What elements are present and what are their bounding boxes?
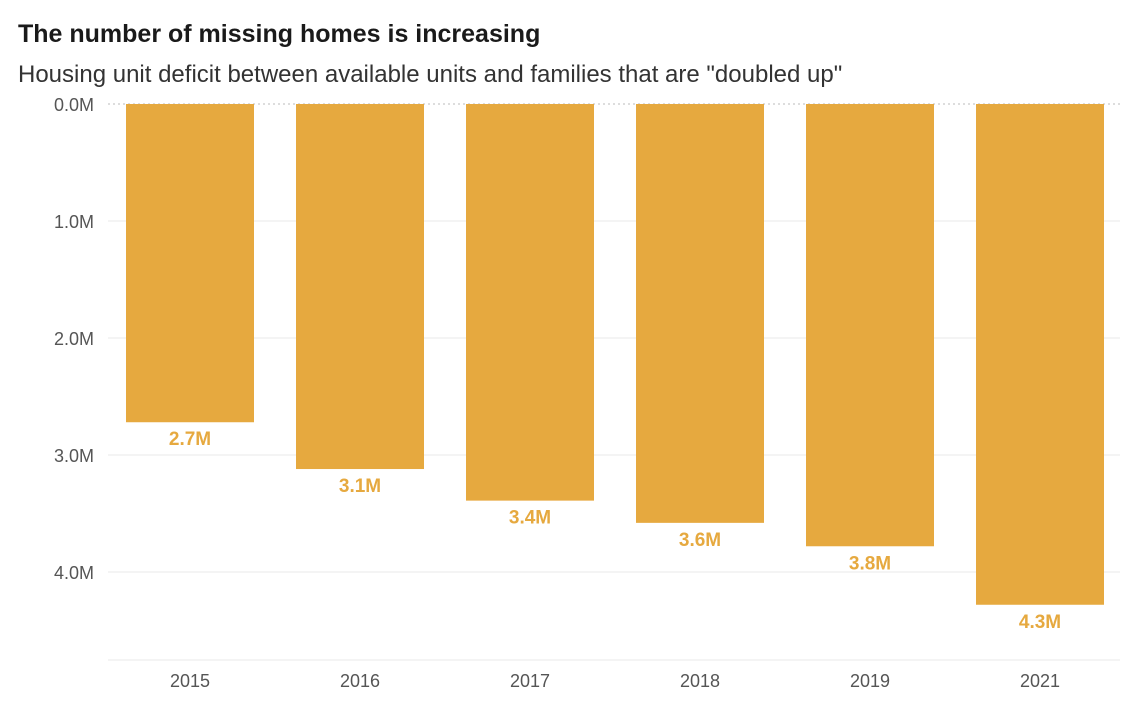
bar-2021 — [976, 104, 1104, 605]
bars — [126, 104, 1104, 605]
data-label: 3.8M — [849, 553, 891, 574]
y-tick-label: 0.0M — [54, 95, 94, 115]
x-tick-label: 2018 — [680, 671, 720, 691]
x-tick-label: 2016 — [340, 671, 380, 691]
bar-2016 — [296, 104, 424, 470]
labels: 0.0M 1.0M 2.0M 3.0M 4.0M 2.7M 2015 3.1M 2016 3.4M… — [54, 95, 1061, 691]
data-label: 3.6M — [679, 530, 721, 551]
x-tick-label: 2019 — [850, 671, 890, 691]
data-label: 3.4M — [509, 508, 551, 529]
data-label: 4.3M — [1019, 612, 1061, 633]
y-tick-label: 2.0M — [54, 329, 94, 349]
chart-subtitle: Housing unit deficit between available u… — [18, 61, 843, 88]
bar-2017 — [466, 104, 594, 501]
bar-2015 — [126, 104, 254, 423]
chart-title: The number of missing homes is increasin… — [18, 20, 541, 48]
data-label: 2.7M — [169, 429, 211, 450]
x-tick-label: 2021 — [1020, 671, 1060, 691]
y-tick-label: 4.0M — [54, 563, 94, 583]
bar-2018 — [636, 104, 764, 523]
bar-2019 — [806, 104, 934, 547]
x-tick-label: 2017 — [510, 671, 550, 691]
data-label: 3.1M — [339, 476, 381, 497]
x-tick-label: 2015 — [170, 671, 210, 691]
y-tick-label: 3.0M — [54, 446, 94, 466]
gridlines — [108, 103, 1120, 661]
y-tick-label: 1.0M — [54, 212, 94, 232]
